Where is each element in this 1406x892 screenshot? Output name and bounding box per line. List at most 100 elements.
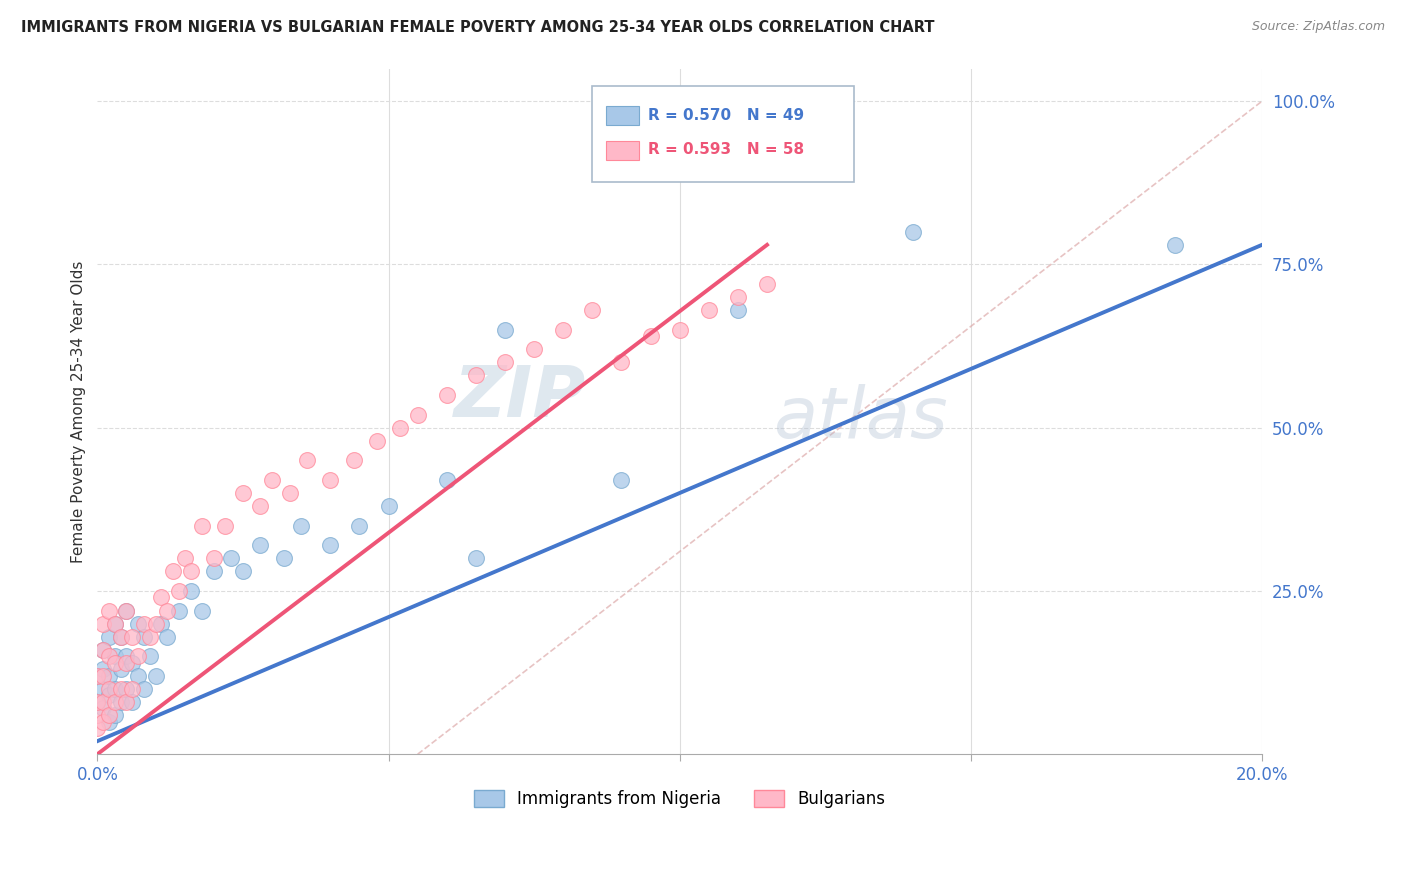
Point bbox=[132, 616, 155, 631]
Bar bbox=[606, 141, 638, 160]
Point bbox=[640, 329, 662, 343]
Point bbox=[436, 473, 458, 487]
Text: ZIP: ZIP bbox=[454, 363, 586, 432]
Point bbox=[91, 695, 114, 709]
Point bbox=[86, 721, 108, 735]
Point bbox=[581, 303, 603, 318]
Point bbox=[464, 551, 486, 566]
Point bbox=[464, 368, 486, 383]
Point bbox=[156, 603, 179, 617]
Point bbox=[232, 486, 254, 500]
Point bbox=[86, 708, 108, 723]
Point bbox=[98, 689, 121, 703]
Point bbox=[121, 681, 143, 696]
Point bbox=[202, 551, 225, 566]
Point bbox=[221, 551, 243, 566]
Point bbox=[91, 662, 114, 676]
Text: atlas: atlas bbox=[773, 384, 948, 453]
Point bbox=[295, 453, 318, 467]
Point bbox=[132, 630, 155, 644]
Point bbox=[523, 343, 546, 357]
Point bbox=[86, 669, 108, 683]
Point bbox=[110, 695, 132, 709]
Point bbox=[377, 499, 399, 513]
Point bbox=[610, 473, 633, 487]
Point bbox=[104, 649, 127, 664]
Point bbox=[150, 616, 173, 631]
Point bbox=[697, 303, 720, 318]
Point bbox=[260, 473, 283, 487]
Point bbox=[167, 583, 190, 598]
Point bbox=[319, 538, 342, 552]
Point bbox=[115, 656, 138, 670]
Point bbox=[91, 642, 114, 657]
Point bbox=[139, 649, 162, 664]
Point bbox=[173, 551, 195, 566]
Point bbox=[610, 355, 633, 369]
Point bbox=[156, 630, 179, 644]
Point bbox=[191, 518, 214, 533]
Point bbox=[901, 225, 924, 239]
Point bbox=[86, 669, 108, 683]
Point bbox=[167, 603, 190, 617]
Point bbox=[121, 695, 143, 709]
Text: IMMIGRANTS FROM NIGERIA VS BULGARIAN FEMALE POVERTY AMONG 25-34 YEAR OLDS CORREL: IMMIGRANTS FROM NIGERIA VS BULGARIAN FEM… bbox=[21, 20, 935, 35]
Point bbox=[319, 473, 342, 487]
Point bbox=[436, 388, 458, 402]
Point bbox=[132, 681, 155, 696]
Point bbox=[98, 681, 121, 696]
Point bbox=[202, 565, 225, 579]
Point bbox=[91, 714, 114, 729]
Point bbox=[115, 603, 138, 617]
Point bbox=[349, 518, 371, 533]
Point bbox=[91, 669, 114, 683]
Text: Source: ZipAtlas.com: Source: ZipAtlas.com bbox=[1251, 20, 1385, 33]
Point bbox=[98, 603, 121, 617]
Point bbox=[98, 714, 121, 729]
Point bbox=[127, 616, 149, 631]
Point bbox=[214, 518, 236, 533]
Point bbox=[86, 695, 108, 709]
Point bbox=[273, 551, 295, 566]
Point bbox=[98, 649, 121, 664]
Point bbox=[389, 420, 412, 434]
Point bbox=[180, 583, 202, 598]
Point bbox=[494, 323, 516, 337]
Point bbox=[115, 681, 138, 696]
Point bbox=[249, 499, 271, 513]
Point bbox=[727, 303, 749, 318]
FancyBboxPatch shape bbox=[592, 86, 855, 182]
Point bbox=[162, 565, 184, 579]
Text: R = 0.570   N = 49: R = 0.570 N = 49 bbox=[648, 108, 804, 122]
Point bbox=[110, 630, 132, 644]
Point bbox=[98, 630, 121, 644]
Point bbox=[98, 708, 121, 723]
Point bbox=[278, 486, 301, 500]
Point bbox=[91, 701, 114, 715]
Bar bbox=[606, 106, 638, 126]
Point bbox=[115, 603, 138, 617]
Point bbox=[145, 669, 167, 683]
Point bbox=[110, 630, 132, 644]
Point bbox=[104, 695, 127, 709]
Point bbox=[191, 603, 214, 617]
Point bbox=[115, 649, 138, 664]
Y-axis label: Female Poverty Among 25-34 Year Olds: Female Poverty Among 25-34 Year Olds bbox=[72, 260, 86, 563]
Point bbox=[727, 290, 749, 304]
Point bbox=[98, 669, 121, 683]
Point bbox=[91, 681, 114, 696]
Point bbox=[104, 681, 127, 696]
Point bbox=[104, 616, 127, 631]
Text: R = 0.593   N = 58: R = 0.593 N = 58 bbox=[648, 142, 804, 157]
Point bbox=[366, 434, 388, 448]
Point bbox=[91, 642, 114, 657]
Point bbox=[1163, 237, 1185, 252]
Point bbox=[180, 565, 202, 579]
Point bbox=[104, 616, 127, 631]
Point bbox=[121, 630, 143, 644]
Point bbox=[249, 538, 271, 552]
Point bbox=[127, 669, 149, 683]
Legend: Immigrants from Nigeria, Bulgarians: Immigrants from Nigeria, Bulgarians bbox=[467, 783, 893, 814]
Point bbox=[290, 518, 312, 533]
Point bbox=[756, 277, 779, 291]
